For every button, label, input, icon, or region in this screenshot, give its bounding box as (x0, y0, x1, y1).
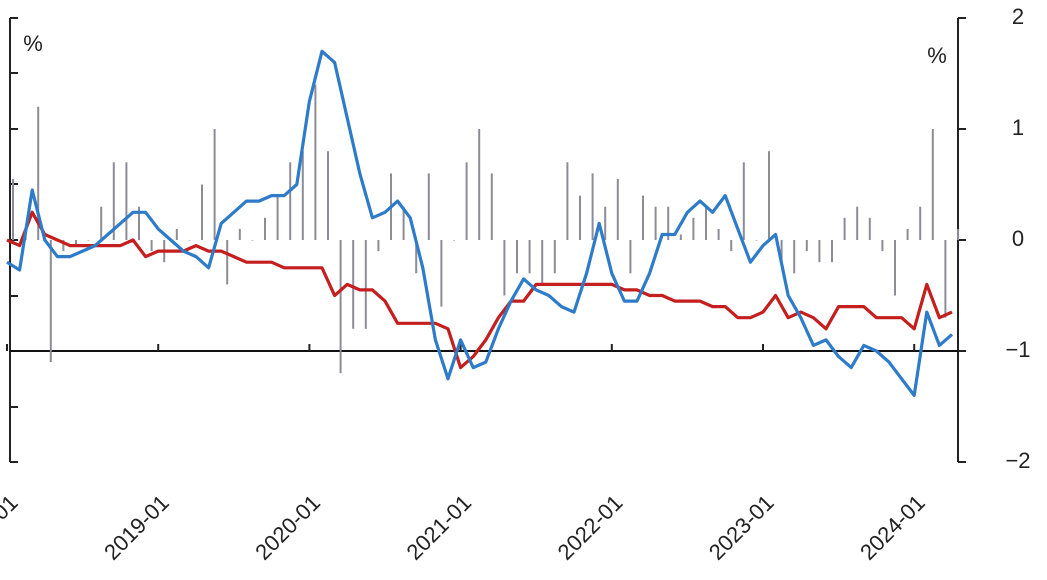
bar (352, 240, 355, 329)
y-tick-label: −2 (1005, 448, 1030, 473)
bar (843, 217, 846, 240)
bar (642, 195, 644, 240)
bar (805, 240, 808, 252)
y-tick-label: −1 (1005, 337, 1030, 362)
x-tick-label: 2020-01 (250, 490, 325, 565)
bar (742, 162, 745, 240)
x-tick-label: 2019-01 (99, 490, 174, 565)
bar (604, 206, 607, 240)
bar (692, 217, 695, 240)
bar (453, 240, 455, 241)
bar (150, 240, 153, 252)
bar (478, 129, 481, 240)
bar (264, 217, 266, 240)
x-tick-label: 2024-01 (855, 490, 930, 565)
bar (490, 173, 493, 240)
bar (755, 240, 758, 241)
x-tick-label: 2021-01 (401, 490, 476, 565)
bar (667, 206, 670, 240)
bar (339, 240, 342, 374)
bar (516, 240, 518, 274)
bar (730, 240, 733, 252)
bar (100, 206, 103, 240)
bar (175, 228, 178, 240)
bar (793, 240, 796, 274)
bar (553, 240, 556, 274)
bar (856, 206, 859, 240)
bar (768, 151, 770, 240)
bar (705, 206, 707, 240)
bar (301, 151, 304, 240)
bar (327, 151, 329, 240)
bar (415, 240, 418, 274)
y-tick-label: 2 (1012, 4, 1024, 29)
bar (679, 234, 682, 240)
bar (957, 228, 959, 240)
bar (188, 240, 191, 241)
bar (780, 240, 783, 263)
bar (566, 162, 569, 240)
bar (276, 195, 279, 240)
bar (654, 206, 657, 240)
bar (62, 240, 65, 252)
bar (201, 184, 203, 240)
bar (49, 240, 52, 363)
bar (364, 240, 367, 329)
x-tick-label: 2018-01 (0, 490, 23, 565)
bar (314, 84, 317, 240)
bar (881, 240, 884, 252)
bar (87, 240, 90, 241)
bar (440, 240, 443, 307)
bar (541, 240, 544, 285)
bar (629, 240, 632, 274)
bar (831, 240, 833, 263)
bar (868, 217, 871, 240)
bar (213, 129, 216, 240)
bar (289, 162, 292, 240)
bar (138, 206, 140, 240)
bar (251, 240, 254, 241)
bar (427, 173, 430, 240)
bar (238, 228, 241, 240)
x-tick-label: 2022-01 (553, 490, 628, 565)
bar (616, 178, 619, 240)
bar (112, 162, 115, 240)
bar (125, 162, 128, 240)
bar (12, 178, 14, 240)
bar (906, 228, 909, 240)
x-tick-label: 2023-01 (704, 490, 779, 565)
bar (591, 173, 594, 240)
bar (717, 228, 720, 240)
bar (818, 240, 821, 263)
bar (579, 195, 581, 240)
bar (402, 206, 405, 240)
bar (894, 240, 896, 296)
bar (37, 106, 40, 240)
bar (377, 240, 380, 252)
y-tick-label: 1 (1012, 115, 1024, 140)
bar (528, 240, 531, 274)
right-axis-label: % (927, 43, 947, 68)
bar (465, 162, 468, 240)
series-line (6, 210, 953, 370)
bar (503, 240, 506, 296)
bar (75, 240, 77, 246)
bar (944, 240, 947, 318)
bar (931, 129, 934, 240)
left-axis-label: % (23, 31, 43, 56)
y-tick-label: 0 (1012, 226, 1024, 251)
bar (919, 206, 922, 240)
series-line (6, 49, 954, 397)
bar (226, 240, 229, 285)
